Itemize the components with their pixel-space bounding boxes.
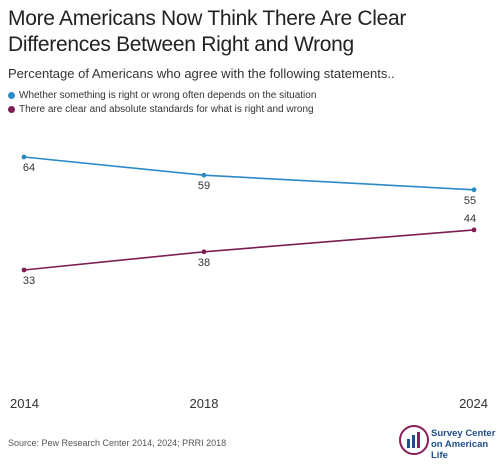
series-line-0 <box>23 156 475 191</box>
data-label-1-1: 38 <box>198 257 210 269</box>
legend-item-situation: Whether something is right or wrong ofte… <box>8 88 316 102</box>
data-label-1-2: 44 <box>464 213 476 225</box>
survey-center-logo: Survey Center on American Life <box>398 422 498 462</box>
data-label-1-0: 33 <box>23 275 35 287</box>
data-point-0-2 <box>471 187 477 193</box>
data-point-1-1 <box>201 249 207 255</box>
x-tick-label-1: 2018 <box>190 396 219 411</box>
brand-line-2: on American Life <box>431 439 489 461</box>
legend-label-absolute: There are clear and absolute standards f… <box>19 103 314 115</box>
source-note: Source: Pew Research Center 2014, 2024; … <box>8 438 227 448</box>
chart-title: More Americans Now Think There Are Clear… <box>8 7 407 56</box>
data-label-0-1: 59 <box>198 180 210 192</box>
data-label-0-2: 55 <box>464 195 476 207</box>
data-point-0-1 <box>201 172 207 178</box>
data-label-0-0: 64 <box>23 162 35 174</box>
legend-item-absolute: There are clear and absolute standards f… <box>8 102 316 116</box>
data-point-1-2 <box>471 227 477 233</box>
x-tick-label-0: 2014 <box>10 396 39 411</box>
chart-subtitle: Percentage of Americans who agree with t… <box>8 66 395 81</box>
series-line-1 <box>23 229 475 271</box>
brand-line-1: Survey Center <box>431 428 496 439</box>
data-point-1-0 <box>21 267 27 273</box>
legend: Whether something is right or wrong ofte… <box>8 88 316 116</box>
survey-center-logo-icon <box>399 425 429 455</box>
survey-center-logo-text: Survey Center on American Life <box>431 428 498 461</box>
data-point-0-0 <box>21 154 27 160</box>
legend-label-situation: Whether something is right or wrong ofte… <box>19 89 317 101</box>
legend-swatch-absolute <box>8 105 15 113</box>
legend-swatch-situation <box>8 91 15 99</box>
x-tick-label-2: 2024 <box>459 396 488 411</box>
